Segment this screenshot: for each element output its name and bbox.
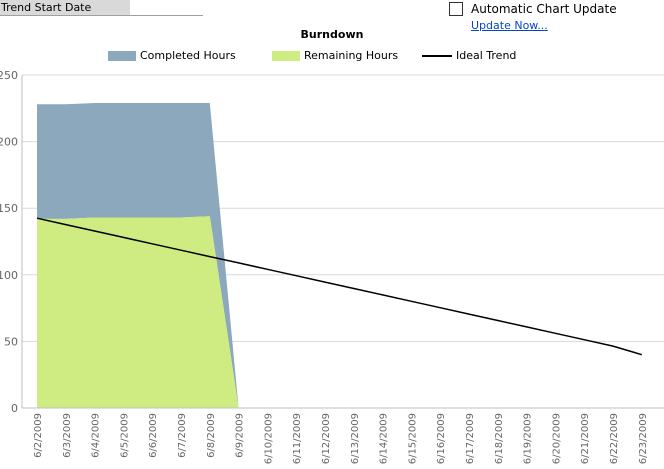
x-tick-label: 6/17/2009 xyxy=(465,413,476,464)
area-completed-hours xyxy=(37,103,239,408)
x-tick-label: 6/3/2009 xyxy=(62,413,73,458)
legend-swatch-completed xyxy=(108,50,136,61)
y-tick-label-100: 100 xyxy=(0,269,18,282)
automatic-chart-update[interactable]: Automatic Chart Update xyxy=(449,0,617,18)
x-tick-label: 6/9/2009 xyxy=(235,413,246,458)
y-tick-label-0: 0 xyxy=(11,402,18,415)
x-tick-label: 6/14/2009 xyxy=(379,413,390,464)
x-tick-label: 6/21/2009 xyxy=(580,413,591,464)
x-tick-label: 6/2/2009 xyxy=(33,413,44,458)
y-tick-label-150: 150 xyxy=(0,202,18,215)
x-tick-label: 6/8/2009 xyxy=(206,413,217,458)
y-tick-label-50: 50 xyxy=(4,335,18,348)
x-tick-label: 6/5/2009 xyxy=(119,413,130,458)
chart-legend: Completed Hours Remaining Hours Ideal Tr… xyxy=(0,49,664,65)
x-tick-label: 6/7/2009 xyxy=(177,413,188,458)
x-tick-label: 6/20/2009 xyxy=(551,413,562,464)
y-tick-label-200: 200 xyxy=(0,136,18,149)
automatic-chart-update-checkbox[interactable] xyxy=(449,2,463,16)
x-tick-label: 6/15/2009 xyxy=(407,413,418,464)
x-tick-label: 6/16/2009 xyxy=(436,413,447,464)
x-tick-label: 6/10/2009 xyxy=(263,413,274,464)
automatic-chart-update-label: Automatic Chart Update xyxy=(471,2,617,16)
chart-title: Burndown xyxy=(300,28,364,41)
legend-item-completed: Completed Hours xyxy=(108,49,236,62)
update-now-link[interactable]: Update Now... xyxy=(471,19,548,32)
x-tick-label: 6/22/2009 xyxy=(609,413,620,464)
x-tick-label: 6/19/2009 xyxy=(523,413,534,464)
line-ideal-trend xyxy=(36,217,643,356)
y-tick-label-250: 250 xyxy=(0,69,18,82)
trend-start-date-input[interactable] xyxy=(130,0,203,15)
x-tick-label: 6/4/2009 xyxy=(91,413,102,458)
trend-start-date-label: Trend Start Date xyxy=(0,0,130,15)
legend-item-remaining: Remaining Hours xyxy=(272,49,398,62)
trend-start-date-field[interactable]: Trend Start Date xyxy=(0,0,203,16)
legend-label-ideal: Ideal Trend xyxy=(456,49,517,62)
x-tick-label: 6/6/2009 xyxy=(148,413,159,458)
x-tick-label: 6/13/2009 xyxy=(350,413,361,464)
legend-label-remaining: Remaining Hours xyxy=(304,49,399,62)
x-tick-label: 6/12/2009 xyxy=(321,413,332,464)
x-tick-label: 6/18/2009 xyxy=(494,413,505,464)
legend-swatch-remaining xyxy=(272,50,300,61)
legend-label-completed: Completed Hours xyxy=(140,49,236,62)
x-tick-label: 6/23/2009 xyxy=(638,413,649,464)
legend-swatch-ideal xyxy=(422,54,452,57)
area-remaining-hours xyxy=(37,216,239,408)
x-tick-label: 6/11/2009 xyxy=(292,413,303,464)
legend-item-ideal: Ideal Trend xyxy=(422,49,516,62)
